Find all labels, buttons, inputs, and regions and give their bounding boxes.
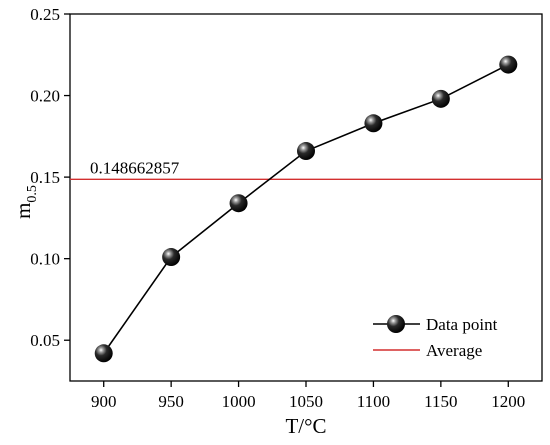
x-tick-label: 1200 [491,392,525,411]
y-axis-title-subscript: 0.5 [25,185,40,203]
x-tick-label: 1000 [222,392,256,411]
x-axis: 900 950 1000 1050 1100 1150 1200 [91,381,525,411]
data-point [431,89,450,108]
x-tick-label: 1100 [357,392,390,411]
legend: Data point Average [373,315,498,360]
data-point [162,248,181,267]
y-axis-title: m0.5 [11,185,40,219]
y-axis: 0.05 0.10 0.15 0.20 0.25 [30,5,70,350]
y-tick-label: 0.05 [30,331,60,350]
data-series [94,55,518,363]
x-tick-label: 1050 [289,392,323,411]
y-tick-label: 0.25 [30,5,60,24]
x-tick-label: 900 [91,392,117,411]
data-point [94,344,113,363]
legend-marker-data-point [387,315,405,333]
x-tick-label: 1150 [424,392,457,411]
data-point [229,194,248,213]
x-axis-title: T/°C [285,414,326,438]
y-tick-label: 0.15 [30,168,60,187]
x-tick-label: 950 [158,392,184,411]
legend-label-data-point: Data point [426,315,498,334]
y-axis-title-main: m [11,203,35,219]
data-point [364,114,383,133]
reference-lines: 0.148662857 [70,158,542,180]
average-value-label: 0.148662857 [90,158,180,177]
legend-label-average: Average [426,341,482,360]
data-point [499,55,518,74]
y-tick-label: 0.10 [30,250,60,269]
series-line [103,63,509,354]
y-tick-label: 0.20 [30,87,60,106]
data-point [297,142,315,161]
